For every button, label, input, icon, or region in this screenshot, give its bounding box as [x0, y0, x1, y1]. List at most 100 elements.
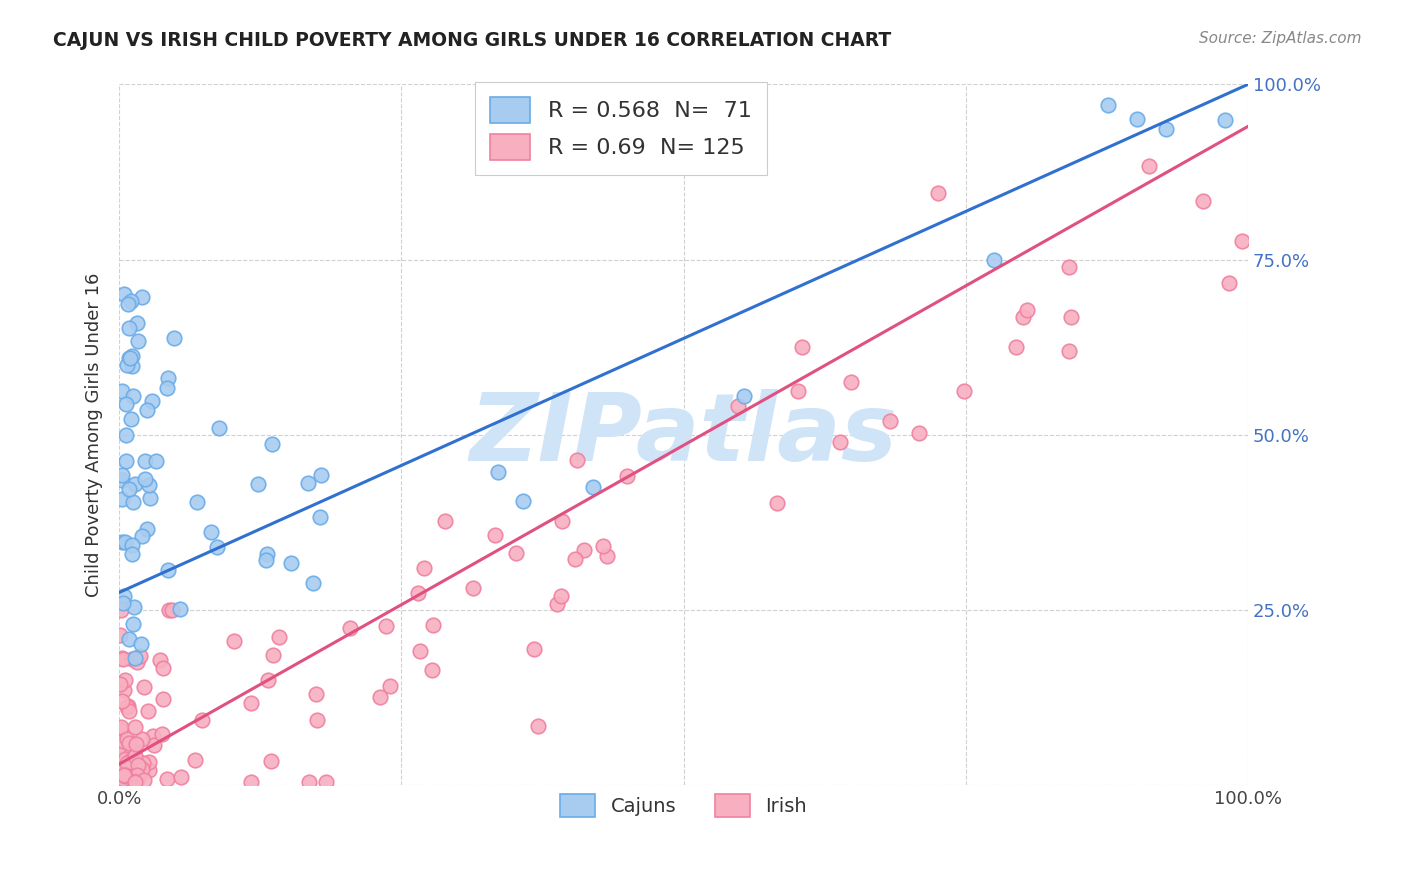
Point: [952, 384, 974, 398]
Point: [111, 468, 134, 483]
Point: [733, 389, 755, 403]
Point: [551, 514, 574, 528]
Point: [1059, 260, 1081, 274]
Point: [111, 694, 134, 708]
Point: [125, 316, 148, 330]
Point: [117, 756, 139, 770]
Point: [114, 397, 136, 411]
Point: [409, 644, 432, 658]
Point: [1125, 112, 1147, 126]
Point: [191, 714, 214, 728]
Point: [422, 618, 444, 632]
Point: [122, 388, 145, 402]
Point: [239, 696, 262, 710]
Point: [420, 663, 443, 677]
Point: [786, 384, 808, 399]
Point: [120, 351, 142, 365]
Point: [124, 749, 146, 764]
Point: [1191, 194, 1213, 208]
Point: [121, 359, 143, 373]
Point: [110, 723, 132, 737]
Point: [111, 774, 134, 789]
Text: Source: ZipAtlas.com: Source: ZipAtlas.com: [1198, 31, 1361, 46]
Point: [121, 744, 143, 758]
Point: [114, 752, 136, 766]
Point: [564, 552, 586, 566]
Point: [527, 718, 550, 732]
Point: [256, 547, 278, 561]
Point: [135, 402, 157, 417]
Point: [305, 687, 328, 701]
Point: [115, 427, 138, 442]
Point: [114, 768, 136, 782]
Point: [512, 494, 534, 508]
Point: [309, 468, 332, 483]
Point: [160, 603, 183, 617]
Point: [1154, 122, 1177, 136]
Point: [131, 529, 153, 543]
Point: [121, 349, 143, 363]
Point: [115, 757, 138, 772]
Point: [111, 772, 134, 786]
Point: [596, 549, 619, 563]
Point: [117, 699, 139, 714]
Point: [461, 581, 484, 595]
Y-axis label: Child Poverty Among Girls Under 16: Child Poverty Among Girls Under 16: [86, 273, 103, 597]
Point: [134, 454, 156, 468]
Point: [486, 465, 509, 479]
Point: [267, 631, 290, 645]
Point: [127, 772, 149, 787]
Point: [121, 651, 143, 665]
Point: [138, 763, 160, 777]
Point: [1060, 310, 1083, 325]
Point: [186, 495, 208, 509]
Point: [727, 399, 749, 413]
Point: [111, 734, 134, 748]
Point: [262, 648, 284, 663]
Point: [152, 661, 174, 675]
Point: [1218, 277, 1240, 291]
Point: [110, 603, 132, 617]
Point: [127, 758, 149, 772]
Point: [1004, 339, 1026, 353]
Point: [136, 522, 159, 536]
Point: [110, 473, 132, 487]
Point: [114, 761, 136, 775]
Point: [118, 704, 141, 718]
Point: [308, 510, 330, 524]
Point: [138, 477, 160, 491]
Point: [111, 756, 134, 770]
Point: [125, 737, 148, 751]
Point: [766, 496, 789, 510]
Point: [828, 434, 851, 449]
Point: [1011, 310, 1033, 324]
Point: [141, 393, 163, 408]
Point: [546, 597, 568, 611]
Point: [297, 476, 319, 491]
Point: [574, 542, 596, 557]
Point: [1215, 113, 1237, 128]
Point: [122, 617, 145, 632]
Point: [129, 649, 152, 664]
Point: [581, 480, 603, 494]
Point: [205, 540, 228, 554]
Point: [156, 371, 179, 385]
Point: [112, 286, 135, 301]
Point: [156, 772, 179, 786]
Point: [983, 253, 1005, 268]
Point: [152, 691, 174, 706]
Point: [1137, 160, 1160, 174]
Point: [127, 334, 149, 348]
Point: [124, 720, 146, 734]
Point: [256, 552, 278, 566]
Point: [550, 589, 572, 603]
Point: [565, 453, 588, 467]
Point: [139, 491, 162, 505]
Point: [120, 412, 142, 426]
Point: [131, 290, 153, 304]
Point: [114, 769, 136, 783]
Point: [118, 772, 141, 787]
Point: [115, 771, 138, 785]
Point: [260, 754, 283, 768]
Point: [280, 556, 302, 570]
